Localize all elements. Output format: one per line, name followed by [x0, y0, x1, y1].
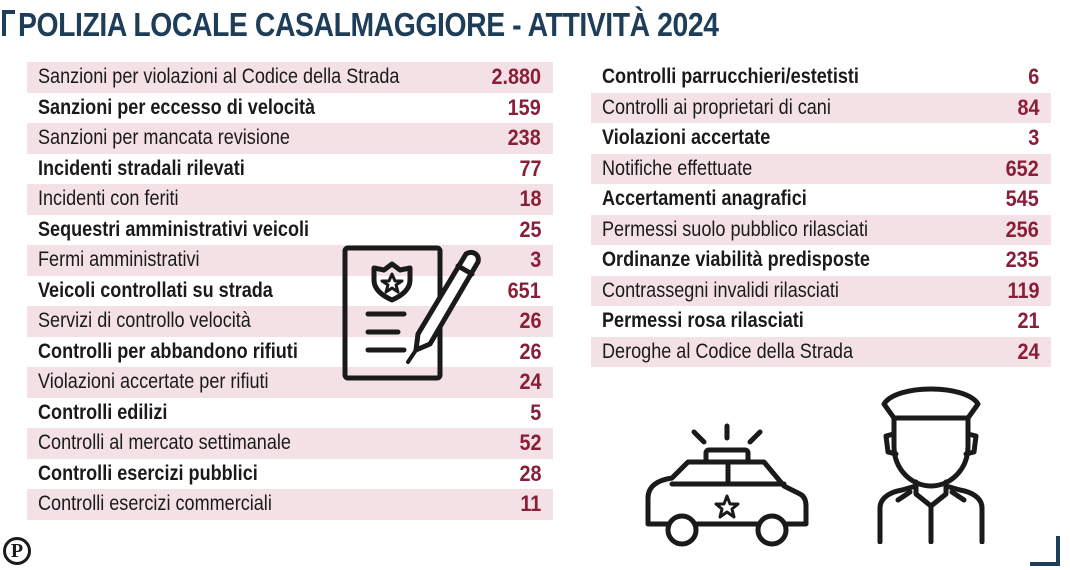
row-label: Permessi suolo pubblico rilasciati	[602, 217, 869, 241]
row-value: 21	[1016, 308, 1039, 334]
row-value: 235	[1005, 247, 1039, 273]
table-row: Sanzioni per mancata revisione 238	[27, 123, 553, 154]
row-label: Permessi rosa rilasciati	[602, 309, 804, 333]
corner-mark-bottom-right	[1030, 536, 1060, 566]
logo-letter: P	[10, 539, 24, 562]
row-label: Sanzioni per eccesso di velocità	[38, 95, 316, 119]
police-officer-icon	[877, 386, 985, 544]
row-label: Accertamenti anagrafici	[602, 187, 807, 211]
corner-mark-top-left	[2, 10, 15, 36]
row-label: Contrassegni invalidi rilasciati	[602, 278, 839, 302]
table-row: Permessi rosa rilasciati 21	[591, 306, 1051, 337]
row-label: Controlli esercizi commerciali	[38, 492, 272, 516]
table-row: Sanzioni per violazioni al Codice della …	[27, 62, 553, 93]
row-value: 119	[1007, 277, 1039, 303]
table-row: Controlli edilizi 5	[27, 398, 553, 429]
row-label: Violazioni accertate	[602, 126, 771, 150]
row-value: 3	[529, 247, 541, 273]
row-value: 651	[507, 277, 541, 303]
row-value: 18	[518, 186, 541, 212]
row-value: 545	[1005, 186, 1039, 212]
table-row: Violazioni accertate 3	[591, 123, 1051, 154]
table-row: Accertamenti anagrafici 545	[591, 184, 1051, 215]
page-title: POLIZIA LOCALE CASALMAGGIORE - ATTIVITÀ …	[18, 6, 719, 43]
table-row: Contrassegni invalidi rilasciati 119	[591, 275, 1051, 306]
publisher-logo: P	[3, 537, 31, 565]
row-value: 24	[1016, 338, 1039, 364]
table-row: Permessi suolo pubblico rilasciati 256	[591, 214, 1051, 245]
row-value: 25	[518, 216, 541, 242]
row-label: Ordinanze viabilità predisposte	[602, 248, 870, 272]
row-value: 26	[518, 338, 541, 364]
row-value: 238	[507, 125, 541, 151]
row-label: Servizi di controllo velocità	[38, 309, 251, 333]
row-value: 6	[1027, 64, 1039, 90]
table-row: Servizi di controllo velocità 26	[27, 306, 553, 337]
table-row: Incidenti con feriti 18	[27, 184, 553, 215]
row-label: Fermi amministrativi	[38, 248, 200, 272]
document-badge-pen-icon	[342, 245, 481, 381]
row-value: 3	[1027, 125, 1039, 151]
row-value: 28	[518, 460, 541, 486]
row-value: 77	[518, 155, 541, 181]
row-label: Deroghe al Codice della Strada	[602, 339, 853, 363]
row-label: Controlli ai proprietari di cani	[602, 95, 831, 119]
table-row: Notifiche effettuate 652	[591, 153, 1051, 184]
row-label: Controlli esercizi pubblici	[38, 461, 258, 485]
row-label: Controlli al mercato settimanale	[38, 431, 291, 455]
row-label: Controlli per abbandono rifiuti	[38, 339, 298, 363]
table-row: Ordinanze viabilità predisposte 235	[591, 245, 1051, 276]
row-value: 11	[520, 491, 541, 517]
table-row: Controlli esercizi pubblici 28	[27, 459, 553, 490]
row-value: 52	[518, 430, 541, 456]
row-label: Violazioni accertate per rifiuti	[38, 370, 269, 394]
row-label: Controlli parrucchieri/estetisti	[602, 65, 859, 89]
right-stats-table: Controlli parrucchieri/estetisti 6 Contro…	[591, 62, 1051, 367]
row-value: 2.880	[491, 64, 541, 90]
row-label: Sequestri amministrativi veicoli	[38, 217, 310, 241]
table-row: Sequestri amministrativi veicoli 25	[27, 215, 553, 246]
table-row: Deroghe al Codice della Strada 24	[591, 336, 1051, 367]
row-label: Veicoli controllati su strada	[38, 278, 273, 302]
table-row: Veicoli controllati su strada 651	[27, 276, 553, 307]
table-row: Controlli per abbandono rifiuti 26	[27, 337, 553, 368]
row-value: 24	[518, 369, 541, 395]
table-row: Controlli esercizi commerciali 11	[27, 489, 553, 520]
table-row: Controlli al mercato settimanale 52	[27, 428, 553, 459]
row-value: 5	[529, 399, 541, 425]
table-row: Violazioni accertate per rifiuti 24	[27, 367, 553, 398]
row-label: Incidenti con feriti	[38, 187, 179, 211]
table-row: Controlli parrucchieri/estetisti 6	[591, 62, 1051, 93]
row-label: Sanzioni per mancata revisione	[38, 126, 290, 150]
left-stats-table: Sanzioni per violazioni al Codice della …	[27, 62, 553, 520]
row-value: 652	[1005, 155, 1039, 181]
table-row: Incidenti stradali rilevati 77	[27, 154, 553, 185]
row-label: Sanzioni per violazioni al Codice della …	[38, 65, 400, 89]
row-label: Incidenti stradali rilevati	[38, 156, 245, 180]
table-row: Sanzioni per eccesso di velocità 159	[27, 93, 553, 124]
row-value: 84	[1016, 94, 1039, 120]
row-label: Notifiche effettuate	[602, 156, 753, 180]
row-value: 26	[518, 308, 541, 334]
row-value: 256	[1005, 216, 1039, 242]
police-car-icon	[645, 423, 809, 547]
row-value: 159	[507, 94, 541, 120]
row-label: Controlli edilizi	[38, 400, 168, 424]
table-row: Controlli ai proprietari di cani 84	[591, 92, 1051, 123]
